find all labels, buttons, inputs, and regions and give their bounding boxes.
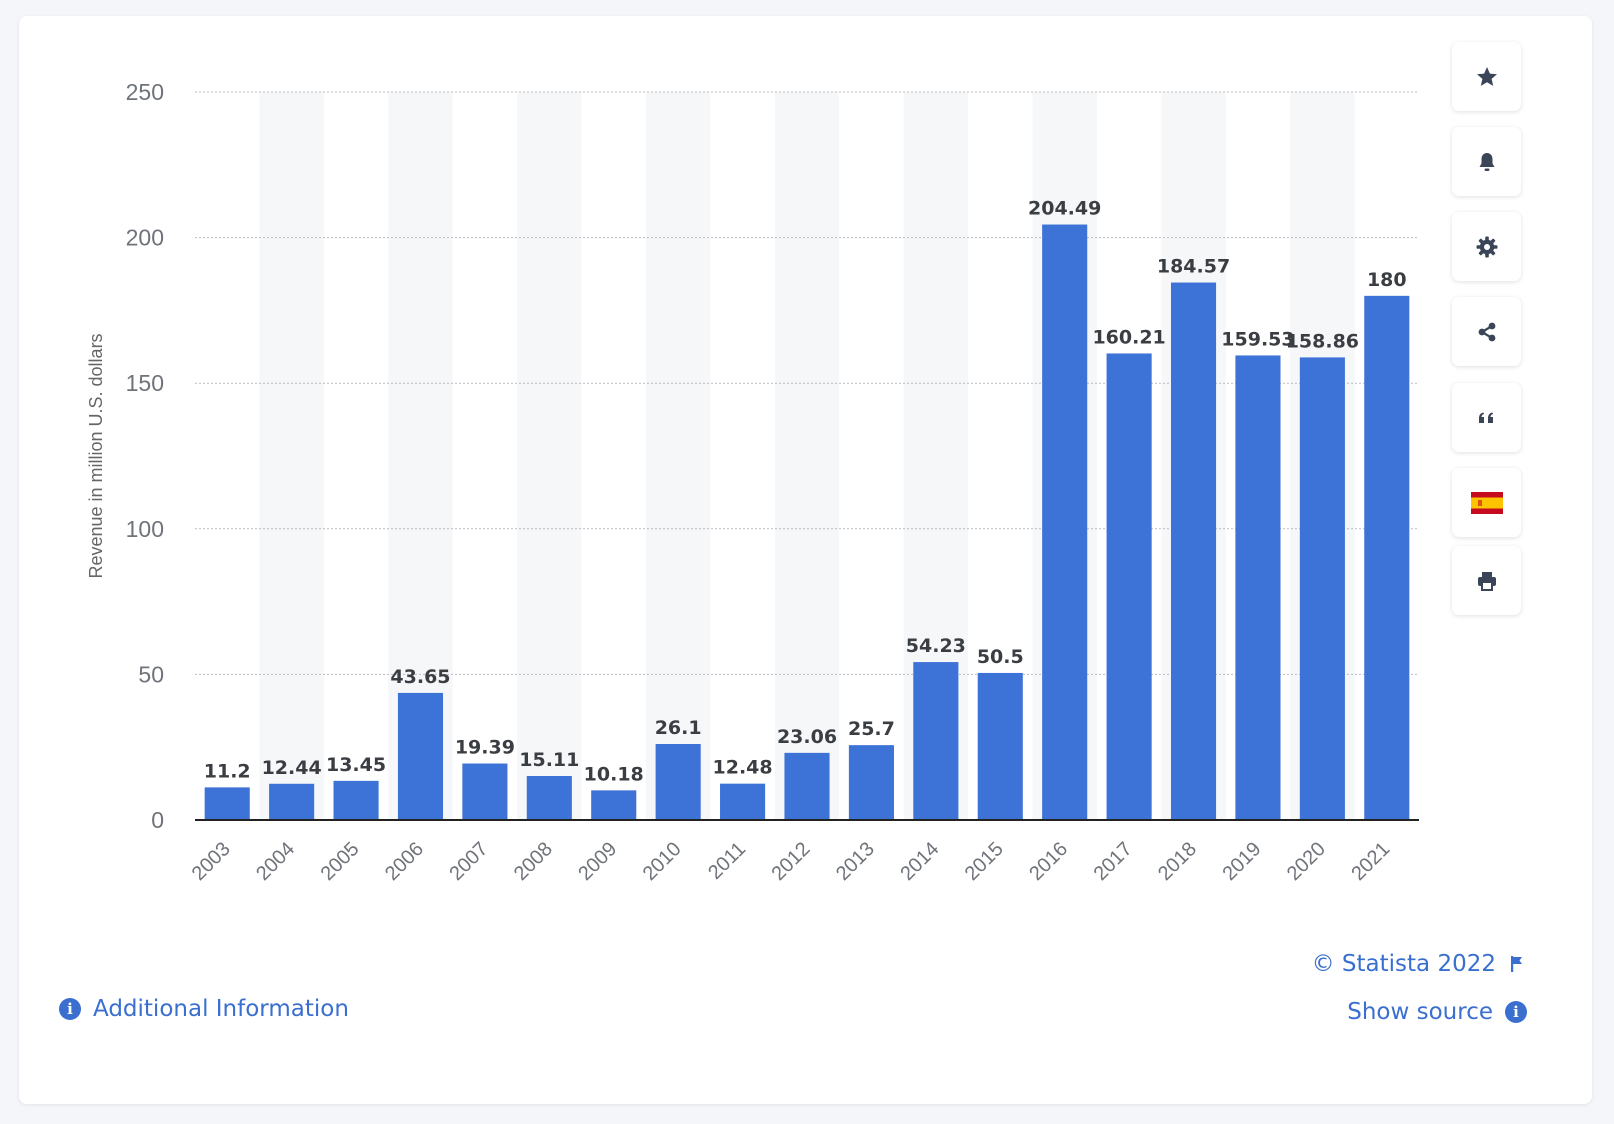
- bar: [269, 783, 315, 820]
- bars: [204, 224, 1410, 821]
- copyright-text: © Statista 2022: [1311, 951, 1496, 977]
- bar: [397, 692, 444, 820]
- x-axis-ticks: 2003 2004 2005 2006 2007 2008 2009 2010 2011 2012…: [188, 838, 1395, 885]
- value-label: 159.53: [1221, 328, 1294, 350]
- bell-icon: [1475, 150, 1499, 174]
- value-label: 11.2: [204, 760, 251, 782]
- bar: [1042, 224, 1088, 820]
- value-label: 13.45: [326, 754, 386, 776]
- band: [774, 92, 840, 820]
- bar: [204, 787, 250, 820]
- x-tick-label: 2016: [1025, 838, 1072, 885]
- x-tick-label: 2009: [574, 838, 621, 885]
- value-label: 158.86: [1286, 330, 1359, 352]
- x-tick-label: 2018: [1154, 838, 1201, 885]
- value-label: 184.57: [1157, 256, 1230, 278]
- value-label: 25.7: [848, 718, 895, 740]
- show-source-text: Show source: [1347, 999, 1493, 1025]
- value-label: 12.48: [713, 757, 773, 779]
- spain-flag-icon: [1470, 491, 1503, 514]
- x-tick-label: 2003: [188, 838, 235, 885]
- x-tick-label: 2012: [768, 838, 815, 885]
- y-axis-label: Revenue in million U.S. dollars: [86, 333, 106, 578]
- additional-information-text: Additional Information: [93, 996, 349, 1022]
- language-button[interactable]: [1452, 468, 1521, 537]
- bar: [1235, 355, 1281, 820]
- value-label: 54.23: [906, 635, 966, 657]
- bar-chart: 0 50 100 150 200 250 11.2 12.44 13.45 43.65 19.39…: [86, 79, 1419, 885]
- x-tick-label: 2015: [961, 838, 1008, 885]
- x-tick-label: 2021: [1347, 838, 1394, 885]
- show-source-link[interactable]: Show source i: [1347, 999, 1527, 1025]
- x-tick-label: 2005: [317, 838, 364, 885]
- y-tick-label: 200: [126, 225, 164, 251]
- additional-information-link[interactable]: i Additional Information: [59, 996, 349, 1022]
- bar: [784, 752, 830, 820]
- x-tick-label: 2004: [252, 838, 299, 885]
- band: [517, 92, 582, 820]
- y-axis-ticks: 0 50 100 150 200 250: [126, 79, 164, 833]
- bar: [913, 662, 959, 820]
- star-icon: [1475, 65, 1499, 89]
- x-tick-label: 2014: [896, 838, 943, 885]
- x-tick-label: 2011: [704, 838, 750, 884]
- bar: [462, 763, 508, 820]
- copyright-link[interactable]: © Statista 2022: [1312, 951, 1524, 977]
- info-icon: i: [1505, 1001, 1527, 1023]
- bar: [1106, 353, 1152, 820]
- y-tick-label: 0: [151, 807, 164, 833]
- bar: [591, 790, 637, 820]
- bar: [1364, 295, 1410, 821]
- value-label: 23.06: [777, 726, 837, 748]
- bar: [977, 672, 1023, 820]
- x-tick-label: 2006: [381, 838, 428, 885]
- value-label: 50.5: [977, 646, 1024, 668]
- x-tick-label: 2010: [639, 838, 686, 885]
- flag-icon: [1510, 955, 1524, 973]
- value-label: 19.39: [455, 737, 515, 759]
- chart-card: 0 50 100 150 200 250 11.2 12.44 13.45 43.65 19.39…: [19, 16, 1592, 1104]
- bar: [1299, 357, 1345, 820]
- bar: [1170, 282, 1217, 820]
- band: [645, 92, 711, 820]
- bar: [333, 780, 379, 820]
- y-tick-label: 150: [126, 370, 164, 396]
- y-tick-label: 50: [138, 661, 164, 687]
- printer-icon: [1475, 569, 1499, 593]
- value-label: 204.49: [1028, 198, 1101, 220]
- x-tick-label: 2019: [1218, 838, 1265, 885]
- bar: [526, 775, 572, 820]
- cite-button[interactable]: [1452, 383, 1521, 452]
- x-tick-label: 2013: [832, 838, 879, 885]
- notification-button[interactable]: [1452, 127, 1521, 196]
- value-label: 180: [1367, 269, 1407, 291]
- settings-button[interactable]: [1452, 212, 1521, 281]
- print-button[interactable]: [1452, 546, 1521, 615]
- y-tick-label: 100: [126, 516, 164, 542]
- bar: [720, 783, 766, 820]
- bar: [848, 745, 894, 820]
- value-label: 10.18: [584, 763, 644, 785]
- value-label: 15.11: [519, 749, 579, 771]
- x-tick-label: 2008: [510, 838, 557, 885]
- gear-icon: [1475, 235, 1499, 259]
- value-label: 12.44: [262, 757, 322, 779]
- bar: [655, 743, 701, 820]
- share-button[interactable]: [1452, 297, 1521, 366]
- value-label: 43.65: [390, 666, 450, 688]
- y-tick-label: 250: [126, 79, 164, 105]
- info-icon: i: [59, 998, 81, 1020]
- x-tick-label: 2017: [1090, 838, 1137, 885]
- share-icon: [1475, 320, 1499, 344]
- band: [259, 92, 324, 820]
- quote-icon: [1475, 406, 1499, 430]
- x-tick-label: 2020: [1283, 838, 1330, 885]
- x-tick-label: 2007: [445, 838, 492, 885]
- value-label: 160.21: [1092, 326, 1165, 348]
- value-label: 26.1: [655, 717, 702, 739]
- favorite-button[interactable]: [1452, 42, 1521, 111]
